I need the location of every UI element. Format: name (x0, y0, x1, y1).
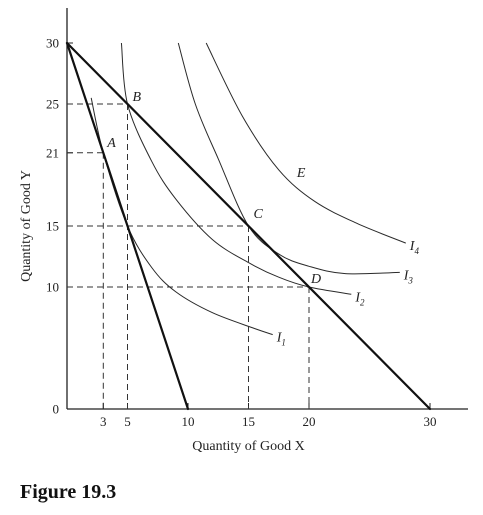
y-axis-title: Quantity of Good Y (19, 170, 34, 282)
y-tick-label: 10 (46, 280, 59, 295)
budget-line-1 (65, 41, 190, 411)
point-label-d: D (310, 272, 321, 287)
indifference-curve-label: I2 (354, 290, 365, 307)
x-tick-label: 20 (303, 414, 316, 429)
indifference-curve-label: I4 (409, 239, 420, 256)
budget-line-2 (65, 41, 432, 411)
curve-label-name: I (403, 268, 410, 283)
y-tick-label: 30 (46, 36, 59, 51)
indifference-curve-3 (177, 42, 400, 275)
y-tick-label: 21 (46, 145, 59, 160)
curve-label-subscript: 2 (360, 297, 365, 307)
indifference-curve-label: I3 (403, 268, 414, 285)
x-tick-label: 10 (182, 414, 195, 429)
x-axis-title: Quantity of Good X (192, 439, 304, 454)
x-tick-label: 5 (124, 414, 131, 429)
region-label-e: E (296, 166, 306, 181)
y-tick-label: 0 (53, 402, 60, 417)
y-tick-label: 25 (46, 97, 59, 112)
curve-label-subscript: 3 (407, 275, 413, 285)
curve-label-name: I (354, 290, 361, 305)
guide-lines (67, 103, 310, 409)
point-label-b: B (133, 90, 142, 105)
curve-label-subscript: 4 (414, 246, 419, 256)
x-tick-label: 30 (424, 414, 437, 429)
x-tick-label: 15 (242, 414, 255, 429)
curve-label-subscript: 1 (281, 338, 286, 348)
budget-lines (65, 41, 432, 411)
figure-caption: Figure 19.3 (20, 481, 117, 503)
indifference-curve-label: I1 (276, 331, 286, 348)
x-tick-label: 3 (100, 414, 107, 429)
point-label-c: C (254, 207, 264, 222)
curve-label-name: I (276, 331, 283, 346)
indifference-curve-2 (120, 42, 352, 295)
curve-label-name: I (409, 239, 416, 254)
point-label-a: A (106, 136, 116, 151)
indifference-curve-4 (205, 42, 406, 244)
indifference-curve-1 (90, 97, 273, 336)
y-tick-label: 15 (46, 219, 59, 234)
